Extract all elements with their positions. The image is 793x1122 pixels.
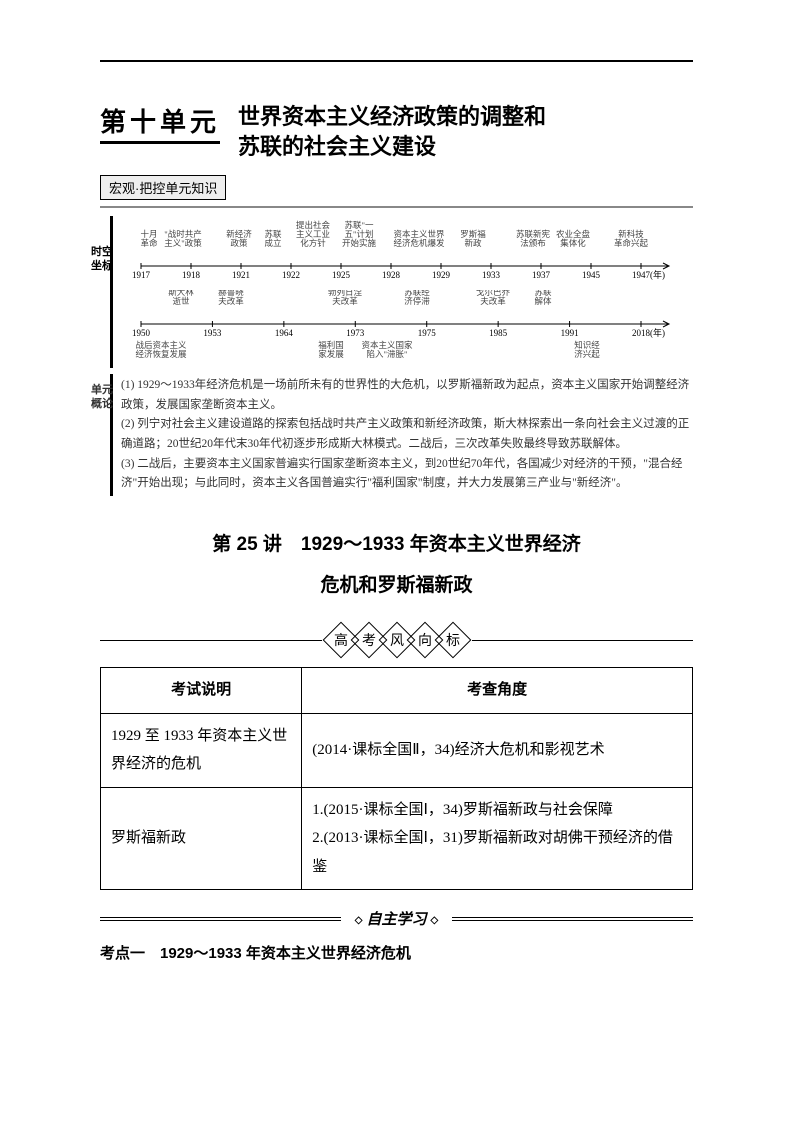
- timeline-bottom-svg: 19501953196419731975198519912018(年)斯大林逝世…: [121, 290, 671, 364]
- svg-text:1985: 1985: [489, 328, 508, 338]
- svg-text:1933: 1933: [482, 270, 501, 280]
- ornament-heading: 高考风向标: [100, 627, 693, 653]
- svg-text:1950: 1950: [132, 328, 151, 338]
- lecture-title: 第 25 讲 1929～1933 年资本主义世界经济 危机和罗斯福新政: [100, 524, 693, 608]
- top-horizontal-rule: [100, 60, 693, 62]
- unit-title-line2: 苏联的社会主义建设: [238, 132, 546, 162]
- svg-text:1947: 1947: [632, 270, 651, 280]
- svg-text:1964: 1964: [275, 328, 294, 338]
- self-study-label: ◇自主学习◇: [341, 908, 452, 929]
- table-row: 罗斯福新政1.(2015·课标全国Ⅰ，34)罗斯福新政与社会保障2.(2013·…: [101, 787, 693, 890]
- cell-spec: 罗斯福新政: [101, 787, 302, 890]
- lecture-title-line2: 危机和罗斯福新政: [100, 565, 693, 607]
- svg-text:家发展: 家发展: [318, 349, 344, 359]
- svg-text:1928: 1928: [382, 270, 401, 280]
- svg-text:夫改革: 夫改革: [480, 296, 506, 306]
- svg-text:1991: 1991: [561, 328, 579, 338]
- svg-text:1922: 1922: [282, 270, 300, 280]
- cell-angle: (2014·课标全国Ⅱ，34)经济大危机和影视艺术: [302, 713, 693, 787]
- svg-text:解体: 解体: [534, 296, 552, 306]
- svg-text:1945: 1945: [582, 270, 601, 280]
- svg-text:政策: 政策: [230, 238, 248, 248]
- svg-text:集体化: 集体化: [560, 238, 586, 248]
- svg-text:1918: 1918: [182, 270, 201, 280]
- svg-text:1937: 1937: [532, 270, 551, 280]
- svg-text:主义"政策: 主义"政策: [164, 238, 202, 248]
- svg-text:陷入"滞胀": 陷入"滞胀": [367, 349, 408, 359]
- svg-text:1925: 1925: [332, 270, 351, 280]
- svg-text:革命: 革命: [140, 238, 158, 248]
- svg-text:1921: 1921: [232, 270, 250, 280]
- unit-title-line1: 世界资本主义经济政策的调整和: [238, 102, 546, 132]
- svg-text:1973: 1973: [346, 328, 365, 338]
- svg-text:济兴起: 济兴起: [574, 349, 600, 359]
- summary-side-label: 单元概论: [91, 384, 113, 410]
- summary-p1: (1) 1929～1933年经济危机是一场前所未有的世界性的大危机，以罗斯福新政…: [121, 376, 693, 415]
- timeline-block: 时空坐标 19171918192119221925192819291933193…: [110, 216, 693, 368]
- svg-text:1929: 1929: [432, 270, 451, 280]
- macro-underline: [100, 200, 693, 208]
- th-exam-angle: 考查角度: [302, 668, 693, 714]
- cell-angle: 1.(2015·课标全国Ⅰ，34)罗斯福新政与社会保障2.(2013·课标全国Ⅰ…: [302, 787, 693, 890]
- self-study-text: 自主学习: [366, 911, 426, 928]
- self-study-divider: ◇自主学习◇: [100, 908, 693, 930]
- macro-knowledge-tag: 宏观·把控单元知识: [100, 175, 226, 200]
- svg-text:1917: 1917: [132, 270, 151, 280]
- svg-text:1953: 1953: [203, 328, 222, 338]
- timeline-side-label: 时空坐标: [91, 246, 113, 272]
- svg-text:2018: 2018: [632, 328, 651, 338]
- svg-text:法颁布: 法颁布: [520, 238, 546, 248]
- timeline-top-svg: 1917 1918 1921 1922 1925 1928 1929 1933 1937 1945…: [121, 220, 671, 290]
- svg-text:经济恢复发展: 经济恢复发展: [135, 349, 187, 359]
- svg-text:济停滞: 济停滞: [404, 296, 430, 306]
- table-row: 1929 至 1933 年资本主义世界经济的危机(2014·课标全国Ⅱ，34)经…: [101, 713, 693, 787]
- svg-text:革命兴起: 革命兴起: [614, 238, 649, 248]
- unit-header: 第十单元 世界资本主义经济政策的调整和 苏联的社会主义建设: [100, 102, 693, 161]
- svg-text:成立: 成立: [264, 238, 282, 248]
- summary-p2: (2) 列宁对社会主义建设道路的探索包括战时共产主义政策和新经济政策，斯大林探索…: [121, 415, 693, 454]
- cell-spec: 1929 至 1933 年资本主义世界经济的危机: [101, 713, 302, 787]
- exam-table: 考试说明 考查角度 1929 至 1933 年资本主义世界经济的危机(2014·…: [100, 667, 693, 890]
- svg-text:经济危机爆发: 经济危机爆发: [393, 238, 445, 248]
- unit-summary-block: 单元概论 (1) 1929～1933年经济危机是一场前所未有的世界性的大危机，以…: [110, 374, 693, 495]
- diamond-char: 标: [434, 622, 471, 659]
- svg-text:夫改革: 夫改革: [332, 296, 358, 306]
- svg-text:夫改革: 夫改革: [218, 296, 244, 306]
- table-header-row: 考试说明 考查角度: [101, 668, 693, 714]
- kaodian-heading: 考点一 1929～1933 年资本主义世界经济危机: [100, 942, 693, 963]
- ornament-diamonds: 高考风向标: [322, 627, 472, 653]
- svg-text:(年): (年): [650, 269, 665, 280]
- svg-text:化方针: 化方针: [300, 238, 326, 248]
- unit-label: 第十单元: [100, 102, 220, 144]
- svg-text:新政: 新政: [464, 238, 482, 248]
- unit-title: 世界资本主义经济政策的调整和 苏联的社会主义建设: [238, 102, 546, 161]
- th-exam-spec: 考试说明: [101, 668, 302, 714]
- svg-text:逝世: 逝世: [172, 296, 190, 306]
- svg-text:1975: 1975: [418, 328, 437, 338]
- svg-text:开始实施: 开始实施: [342, 238, 377, 248]
- svg-text:(年): (年): [650, 327, 665, 338]
- lecture-title-line1: 第 25 讲 1929～1933 年资本主义世界经济: [100, 524, 693, 566]
- summary-p3: (3) 二战后，主要资本主义国家普遍实行国家垄断资本主义，到20世纪70年代，各…: [121, 455, 693, 494]
